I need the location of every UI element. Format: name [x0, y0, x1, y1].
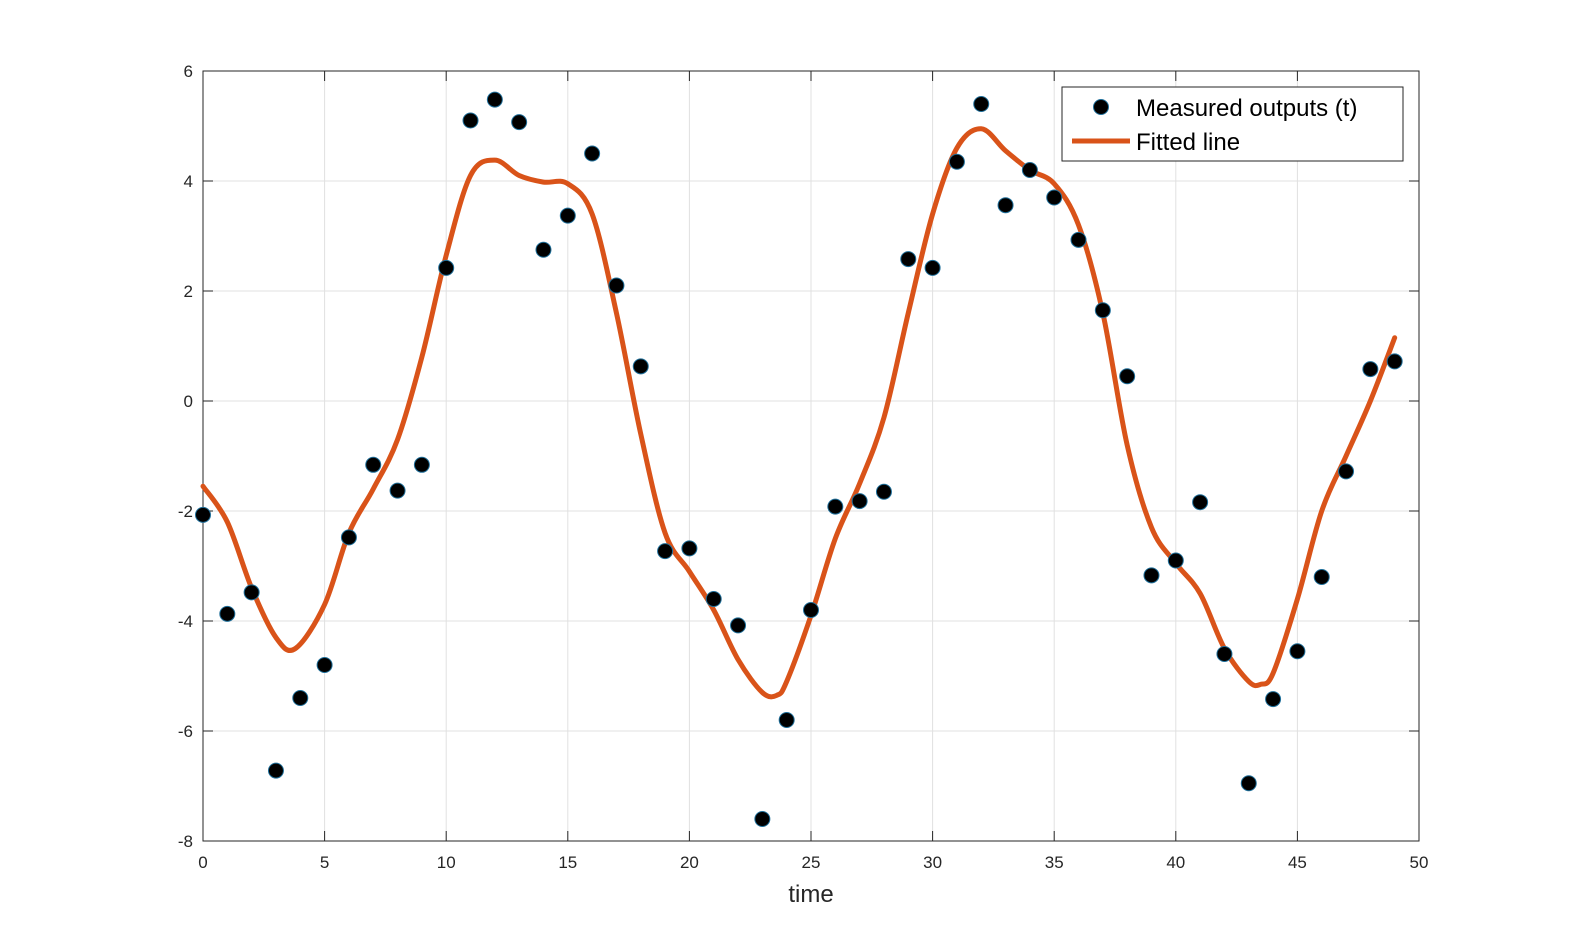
y-tick-label: 0 — [184, 392, 193, 411]
measured-point — [754, 811, 771, 827]
x-tick-label: 15 — [558, 853, 577, 872]
measured-point — [1070, 231, 1087, 248]
measured-point — [195, 506, 211, 523]
measured-point — [462, 112, 479, 129]
y-tick-label: -8 — [178, 832, 193, 851]
x-tick-label: 20 — [680, 853, 699, 872]
measured-point — [803, 602, 819, 618]
measured-point — [340, 529, 357, 546]
measured-point — [1338, 463, 1355, 480]
measured-point — [1192, 494, 1209, 511]
x-tick-label: 40 — [1166, 853, 1185, 872]
measured-point — [511, 114, 528, 131]
measured-point — [778, 712, 795, 728]
measured-point — [1362, 361, 1379, 378]
measured-point — [900, 251, 917, 268]
x-tick-label: 10 — [437, 853, 456, 872]
legend-label-fitted: Fitted line — [1136, 129, 1240, 156]
measured-point — [316, 657, 333, 673]
legend: Measured outputs (t) Fitted line — [1061, 86, 1404, 162]
y-tick-label: -2 — [178, 502, 193, 521]
measured-point — [1313, 569, 1330, 585]
measured-point — [827, 498, 844, 515]
measured-point — [948, 153, 965, 170]
plot-area — [195, 91, 1403, 827]
measured-point — [1216, 646, 1233, 662]
measured-point — [243, 584, 260, 601]
measured-point — [438, 259, 455, 276]
measured-point — [1119, 368, 1136, 385]
measured-point — [219, 605, 236, 622]
legend-label-measured: Measured outputs (t) — [1136, 95, 1357, 122]
measured-point — [851, 493, 868, 510]
x-tick-label: 35 — [1045, 853, 1064, 872]
measured-point — [681, 540, 698, 557]
measured-point — [535, 241, 552, 258]
measured-point — [608, 277, 625, 294]
x-axis-title: time — [788, 881, 833, 908]
measured-point — [365, 456, 382, 473]
y-tick-label: -4 — [178, 612, 193, 631]
measured-point — [1289, 643, 1306, 660]
measured-point — [730, 617, 747, 634]
measured-point — [267, 762, 284, 779]
tick-labels: 0 5 10 15 20 25 30 35 40 45 50 -8 -6 -4 -2 0 2 4 6 — [178, 62, 1429, 872]
measured-point — [924, 259, 941, 276]
y-tick-label: -6 — [178, 722, 193, 741]
measured-point — [875, 483, 892, 500]
y-tick-label: 2 — [184, 282, 193, 301]
axes — [202, 70, 1420, 842]
measured-point — [559, 207, 576, 224]
x-tick-label: 0 — [198, 853, 207, 872]
measured-point — [1265, 691, 1282, 708]
fitted-line — [200, 126, 1398, 700]
measured-point — [584, 145, 601, 162]
x-tick-label: 30 — [923, 853, 942, 872]
measured-point — [413, 456, 430, 473]
measured-point — [1167, 552, 1184, 569]
measured-point — [1094, 302, 1111, 319]
x-tick-label: 5 — [320, 853, 329, 872]
measured-point — [486, 91, 503, 108]
measured-point — [1143, 567, 1160, 584]
measured-point — [705, 591, 722, 607]
measured-point — [1240, 775, 1257, 792]
measured-point — [632, 358, 649, 375]
y-tick-label: 6 — [184, 62, 193, 81]
x-tick-label: 50 — [1410, 853, 1429, 872]
legend-marker-measured — [1093, 99, 1109, 115]
measured-point — [1021, 162, 1038, 178]
measured-point — [1046, 189, 1063, 206]
measured-point — [657, 543, 674, 560]
measured-point — [1386, 353, 1403, 370]
measured-point — [292, 690, 309, 706]
y-tick-label: 4 — [184, 172, 193, 191]
measured-point — [997, 197, 1014, 214]
x-tick-label: 45 — [1288, 853, 1307, 872]
measured-point — [389, 482, 406, 499]
measured-point — [973, 96, 990, 112]
legend-box — [1061, 86, 1404, 162]
x-tick-label: 25 — [802, 853, 821, 872]
